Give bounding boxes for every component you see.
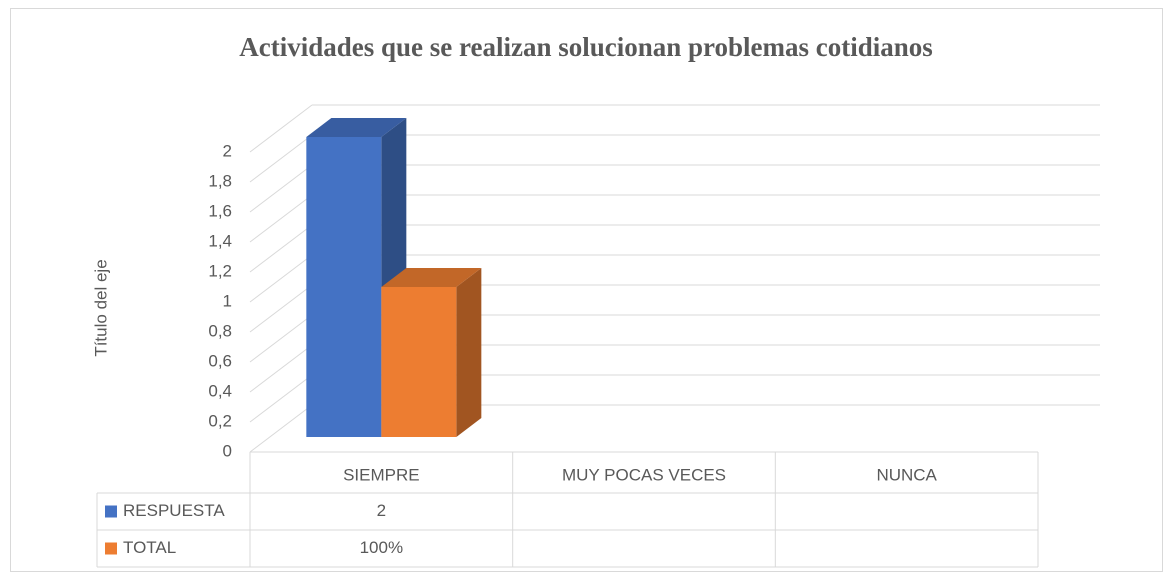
grid-line xyxy=(249,224,313,273)
grid-line xyxy=(249,104,313,153)
y-tick-label: 1,4 xyxy=(208,231,232,250)
bar-top xyxy=(381,268,482,287)
grid-line xyxy=(249,314,313,363)
grid-line xyxy=(249,254,313,303)
bar xyxy=(381,287,457,437)
legend-label: TOTAL xyxy=(123,538,176,557)
grid-line xyxy=(249,404,313,453)
bar-side xyxy=(456,268,482,437)
x-tick-label: MUY POCAS VECES xyxy=(562,465,726,484)
y-tick-label: 1,2 xyxy=(208,261,232,280)
y-tick-label: 0,4 xyxy=(208,381,232,400)
grid-line xyxy=(249,164,313,213)
grid-line xyxy=(249,344,313,393)
grid-line xyxy=(249,134,313,183)
table-value: 100% xyxy=(360,538,403,557)
y-tick-label: 1,6 xyxy=(208,201,232,220)
bar xyxy=(306,137,382,437)
y-tick-label: 0 xyxy=(223,441,232,460)
legend-swatch xyxy=(105,542,117,555)
chart-border xyxy=(10,8,1163,572)
y-tick-label: 0,6 xyxy=(208,351,232,370)
grid-line xyxy=(249,194,313,243)
table-value: 2 xyxy=(377,501,386,520)
y-tick-label: 0,8 xyxy=(208,321,232,340)
y-tick-label: 1 xyxy=(223,291,232,310)
y-axis-title: Título del eje xyxy=(91,259,110,356)
grid-line xyxy=(249,374,313,423)
x-tick-label: SIEMPRE xyxy=(343,465,420,484)
y-tick-label: 0,2 xyxy=(208,411,232,430)
y-tick-label: 1,8 xyxy=(208,171,232,190)
chart-title: Actividades que se realizan solucionan p… xyxy=(239,32,933,62)
x-tick-label: NUNCA xyxy=(876,465,937,484)
grid-line xyxy=(249,284,313,333)
legend-label: RESPUESTA xyxy=(123,501,225,520)
legend-swatch xyxy=(105,505,117,518)
bar-top xyxy=(306,118,407,137)
y-tick-label: 2 xyxy=(223,141,232,160)
